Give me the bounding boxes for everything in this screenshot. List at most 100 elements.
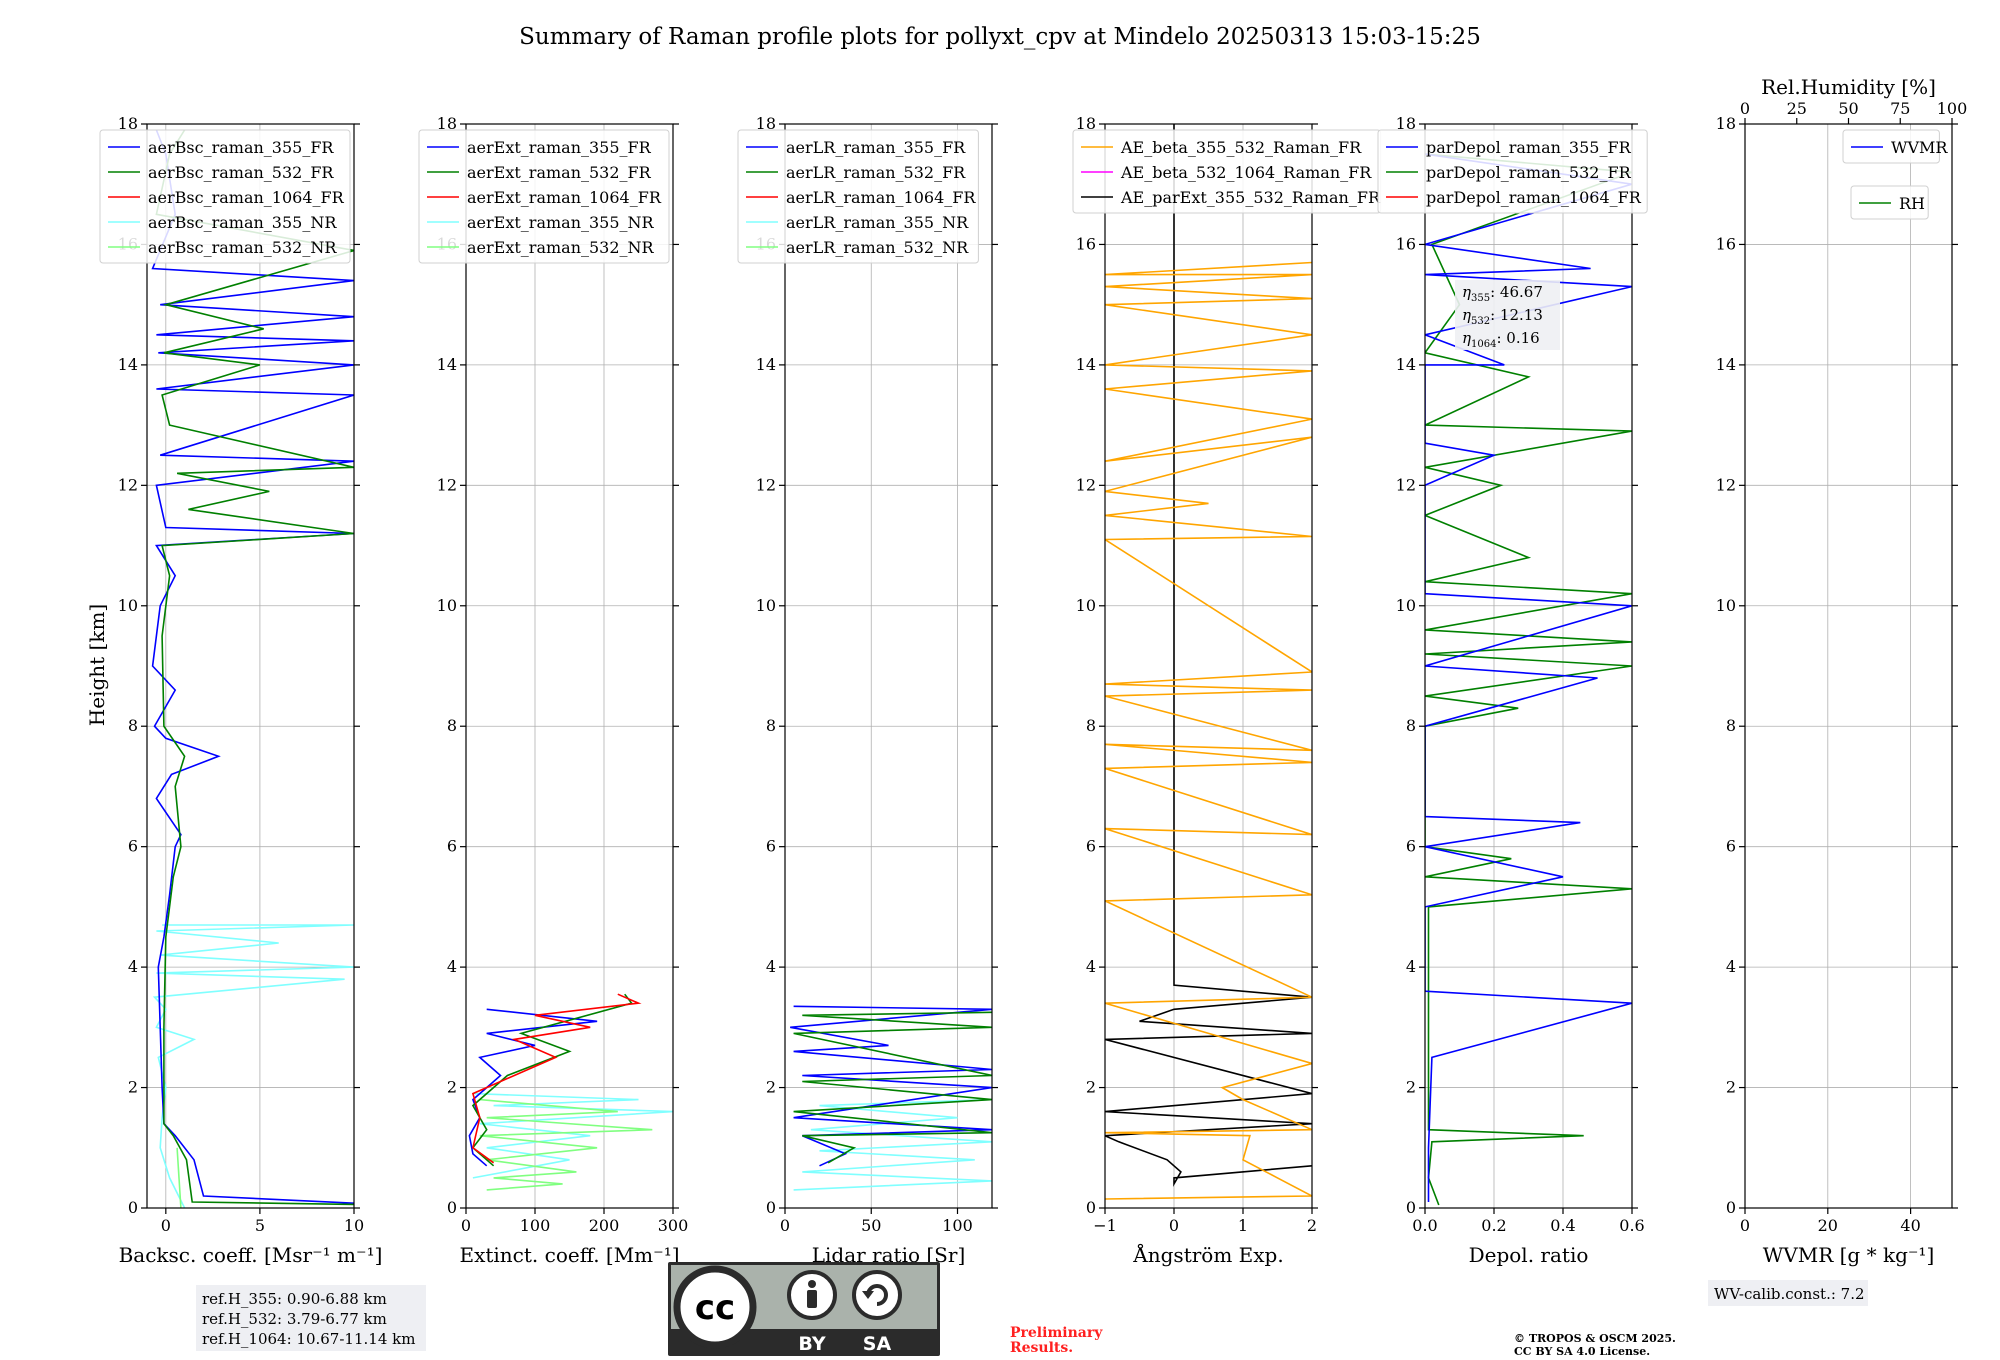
x-tick-label: 0.0: [1412, 1216, 1437, 1235]
eta-1064-value: 0.16: [1506, 329, 1539, 347]
y-tick-label: 10: [118, 596, 138, 615]
preliminary-line-1: Preliminary: [1010, 1325, 1103, 1341]
y-tick-label: 4: [1406, 957, 1416, 976]
y-tick-label: 2: [1086, 1078, 1096, 1097]
legend-entry: aerExt_raman_532_FR: [467, 163, 652, 182]
by-label: BY: [798, 1333, 825, 1355]
x-tick-label: 40: [1900, 1216, 1920, 1235]
series-group: [468, 993, 673, 1191]
sa-label: SA: [863, 1333, 892, 1355]
legend-entry: parDepol_raman_532_FR: [1426, 163, 1632, 182]
refh-1064: ref.H_1064: 10.67-11.14 km: [202, 1330, 415, 1348]
cc-logo-icon: cc: [673, 1265, 757, 1349]
y-tick-label: 6: [766, 837, 776, 856]
x-tick-label: 1: [1238, 1216, 1248, 1235]
x-tick-label: −1: [1093, 1216, 1117, 1235]
y-tick-label: 8: [1086, 716, 1096, 735]
top-axis-label: Rel.Humidity [%]: [1761, 75, 1936, 99]
top-x-tick-label: 75: [1890, 99, 1910, 118]
y-tick-label: 8: [1406, 716, 1416, 735]
x-tick-label: 100: [520, 1216, 551, 1235]
y-tick-label: 0: [447, 1198, 457, 1217]
y-tick-label: 18: [756, 114, 776, 133]
panel-lidar_ratio: 024681012141618050100Lidar ratio [Sr]aer…: [737, 114, 998, 1267]
series-line-aerExt_raman_532_NR: [479, 1098, 653, 1191]
preliminary-line-2: Results.: [1010, 1340, 1073, 1356]
x-tick-label: 0: [1169, 1216, 1179, 1235]
series-line-AE_beta_355_532_Raman_FR: [1105, 261, 1312, 1200]
x-tick-label: 0.6: [1619, 1216, 1644, 1235]
x-tick-label: 200: [589, 1216, 620, 1235]
by-person-icon: [787, 1270, 837, 1320]
y-tick-label: 12: [118, 475, 138, 494]
y-tick-label: 10: [1076, 596, 1096, 615]
y-tick-label: 18: [437, 114, 457, 133]
y-tick-label: 10: [1396, 596, 1416, 615]
y-tick-label: 16: [1076, 234, 1096, 253]
legend: aerExt_raman_355_FR aerExt_raman_532_FRae…: [418, 129, 670, 264]
legend: aerBsc_raman_355_FR aerBsc_raman_532_FRae…: [99, 129, 351, 264]
legend-frame: [418, 129, 670, 264]
y-tick-label: 6: [128, 837, 138, 856]
legend: aerLR_raman_355_FR aerLR_raman_532_FR aerL…: [737, 129, 979, 264]
axis-frame: [1104, 123, 1313, 1209]
y-tick-label: 12: [1396, 475, 1416, 494]
legend: WVMR: [1842, 129, 1948, 164]
legend-entry: AE_beta_355_532_Raman_FR: [1120, 138, 1362, 157]
y-tick-label: 10: [1716, 596, 1736, 615]
legend-entry: aerLR_raman_532_NR: [786, 238, 969, 257]
legend-entry: aerBsc_raman_355_NR: [148, 213, 337, 232]
series-line-AE_parExt_355_532_Raman_FR: [1105, 124, 1312, 1187]
refh-532: ref.H_532: 3.79-6.77 km: [202, 1310, 387, 1328]
axis-frame: [465, 123, 674, 1209]
legend-frame: [99, 129, 351, 264]
series-line-aerExt_raman_1064_FR: [471, 993, 642, 1164]
x-tick-label: 5: [255, 1216, 265, 1235]
y-tick-label: 2: [128, 1078, 138, 1097]
cc-logo-text: cc: [695, 1288, 735, 1328]
x-axis-label: Backsc. coeff. [Msr⁻¹ m⁻¹]: [119, 1243, 383, 1267]
svg-text:η532: 12.13: η532: 12.13: [1462, 306, 1543, 327]
y-tick-label: 14: [118, 355, 138, 374]
legend-entry: aerBsc_raman_1064_FR: [148, 188, 345, 207]
legend-entry: AE_parExt_355_532_Raman_FR: [1120, 188, 1381, 207]
y-tick-label: 10: [437, 596, 457, 615]
copyright-line-2: CC BY SA 4.0 License.: [1514, 1345, 1650, 1358]
y-tick-label: 2: [1406, 1078, 1416, 1097]
y-tick-label: 18: [118, 114, 138, 133]
y-tick-label: 6: [1726, 837, 1736, 856]
y-tick-label: 0: [1086, 1198, 1096, 1217]
legend-entry: aerBsc_raman_532_NR: [148, 238, 337, 257]
x-tick-label: 0: [461, 1216, 471, 1235]
y-tick-label: 8: [447, 716, 457, 735]
series-line-aerExt_raman_532_FR: [471, 993, 633, 1167]
series-line-parDepol_raman_355_FR: [1425, 153, 1632, 1202]
y-tick-label: 12: [437, 475, 457, 494]
legend-frame: [1377, 129, 1648, 214]
x-axis-label: WVMR [g * kg⁻¹]: [1763, 1243, 1935, 1267]
y-tick-label: 14: [437, 355, 457, 374]
x-tick-label: 0.2: [1481, 1216, 1506, 1235]
legend-entry: aerExt_raman_532_NR: [467, 238, 655, 257]
top-x-tick-label: 100: [1937, 99, 1968, 118]
y-tick-label: 0: [766, 1198, 776, 1217]
legend-frame: [737, 129, 979, 264]
legend-entry: aerLR_raman_1064_FR: [786, 188, 976, 207]
y-tick-label: 18: [1076, 114, 1096, 133]
y-tick-label: 0: [128, 1198, 138, 1217]
x-axis-label: Depol. ratio: [1469, 1243, 1589, 1267]
x-tick-label: 0.4: [1550, 1216, 1575, 1235]
axis-frame: [784, 123, 993, 1209]
y-tick-label: 14: [756, 355, 776, 374]
legend-entry: AE_beta_532_1064_Raman_FR: [1120, 163, 1372, 182]
svg-text:η1064: 0.16: η1064: 0.16: [1462, 329, 1540, 350]
y-tick-label: 2: [1726, 1078, 1736, 1097]
y-tick-label: 8: [766, 716, 776, 735]
legend-rh: RH: [1850, 185, 1929, 220]
x-tick-label: 0: [1740, 1216, 1750, 1235]
series-line-aerLR_raman_355_NR: [793, 1098, 992, 1191]
series-group: [1425, 153, 1632, 1206]
legend: AE_beta_355_532_Raman_FR AE_beta_532_1064…: [1072, 129, 1382, 214]
